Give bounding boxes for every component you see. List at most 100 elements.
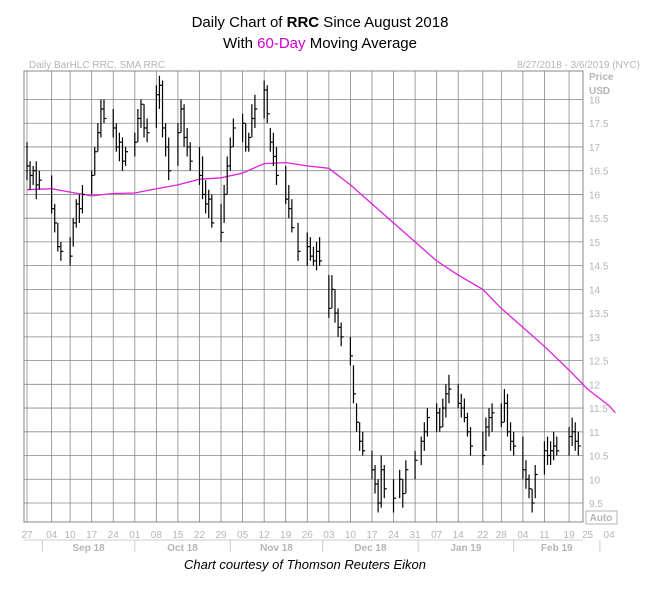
price-bar: [568, 427, 572, 456]
y-tick-label: 17.5: [589, 119, 609, 130]
plot-frame: [23, 70, 584, 523]
price-bar: [436, 403, 440, 432]
price-bar: [137, 108, 141, 143]
y-tick-label: 9.5: [589, 499, 603, 510]
chart-header-left: Daily BarHLC RRC, SMA RRC: [29, 60, 165, 71]
price-bar: [531, 488, 535, 513]
price-bar: [198, 146, 202, 185]
price-bar: [577, 431, 581, 456]
price-bar: [349, 336, 353, 366]
price-bar: [312, 246, 316, 266]
price-bar: [448, 374, 452, 404]
price-bar: [269, 127, 273, 152]
y-tick-label: 14.5: [589, 262, 609, 273]
x-tick-label: 01: [129, 530, 141, 541]
price-bar: [352, 365, 356, 404]
price-bar: [205, 180, 209, 214]
price-bar: [32, 165, 36, 185]
price-bar: [118, 132, 122, 162]
subtitle-sma-period: 60-Day: [257, 35, 306, 52]
title-prefix: Daily Chart of: [191, 14, 287, 31]
y-tick-label: 13: [589, 333, 601, 344]
price-bar: [78, 194, 82, 223]
price-bar: [553, 431, 557, 461]
price-bar: [251, 104, 255, 138]
price-bar: [183, 104, 187, 147]
price-bar: [161, 80, 166, 138]
price-bar: [165, 123, 169, 157]
y-tick-label: 11: [589, 428, 600, 439]
price-bar: [549, 441, 554, 466]
month-label: Dec 18: [354, 543, 387, 554]
price-bar: [189, 142, 193, 171]
x-tick-label: 08: [151, 530, 163, 541]
y-tick-label: 15: [589, 238, 601, 249]
x-tick-label: 10: [345, 530, 357, 541]
x-tick-label: 12: [259, 530, 271, 541]
price-bar: [399, 469, 403, 499]
x-tick-label: 26: [302, 530, 314, 541]
price-bar: [439, 408, 443, 432]
price-bar: [177, 123, 181, 166]
price-bar: [420, 436, 424, 466]
price-bar: [315, 241, 320, 271]
sma-layer: [26, 161, 616, 414]
x-tick-label: 22: [194, 530, 206, 541]
sma-60-line: [26, 161, 616, 414]
price-bar: [263, 80, 267, 119]
x-tick-label: 31: [410, 530, 422, 541]
price-bar: [543, 441, 547, 475]
auto-scale-button[interactable]: Auto: [585, 510, 618, 525]
price-bar: [442, 398, 446, 428]
y-tick-label: 15.5: [589, 214, 609, 225]
price-bar: [168, 137, 172, 181]
price-bar: [266, 85, 270, 124]
price-bar: [297, 222, 301, 261]
price-bar: [158, 75, 162, 109]
y-tick-label: 12.5: [589, 357, 609, 368]
price-axis-title: Price: [589, 72, 614, 83]
price-bar: [140, 99, 144, 128]
price-bar: [522, 436, 526, 480]
subtitle-prefix: With: [223, 35, 258, 52]
price-bar: [328, 275, 332, 318]
price-bar: [143, 104, 147, 138]
price-bar: [306, 232, 310, 266]
price-bar: [355, 403, 360, 432]
price-bar: [374, 465, 378, 494]
price-bar: [426, 408, 430, 437]
month-label: Nov 18: [260, 543, 293, 554]
price-bar: [91, 170, 95, 195]
price-bar: [124, 146, 129, 166]
x-tick-label: 04: [517, 530, 529, 541]
x-tick-label: 04: [46, 530, 58, 541]
chart-credit: Chart courtesy of Thomson Reuters Eikon: [183, 557, 427, 572]
x-tick-label: 17: [86, 530, 98, 541]
title-suffix: Since August 2018: [319, 14, 449, 31]
price-bar: [445, 384, 449, 418]
month-label: Jan 19: [450, 543, 482, 554]
price-bar: [319, 237, 323, 266]
price-bar: [75, 199, 79, 228]
price-bar: [503, 389, 507, 423]
price-bar: [211, 194, 215, 228]
x-axis-ticks: 27 04 10 17 24 01 08 15 22 29 05 12 19 26 03 10 17 24 31 07…: [21, 530, 615, 541]
price-bar: [482, 431, 486, 466]
price-bar: [288, 184, 292, 219]
x-tick-label: 07: [431, 530, 443, 541]
price-bar: [38, 170, 42, 190]
price-bar: [405, 460, 409, 494]
price-bar: [380, 455, 384, 508]
x-tick-label: 04: [604, 530, 616, 541]
price-bar: [201, 156, 206, 200]
price-bar: [362, 431, 366, 456]
x-tick-label: 22: [477, 530, 489, 541]
y-tick-label: 16: [589, 190, 601, 201]
price-bar: [334, 289, 338, 323]
price-bar: [466, 412, 470, 437]
price-bar: [506, 393, 510, 437]
price-bar: [26, 142, 30, 181]
price-bar: [460, 393, 464, 418]
price-bar: [285, 165, 289, 204]
price-bar: [340, 322, 344, 347]
